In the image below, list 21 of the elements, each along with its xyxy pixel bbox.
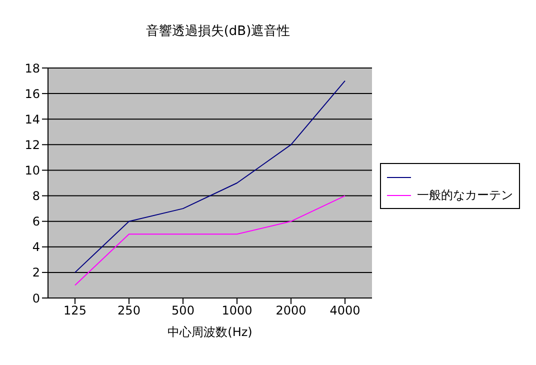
x-tick-label: 4000 (330, 304, 360, 318)
y-tick-label: 18 (24, 61, 40, 76)
y-tick-label: 4 (32, 240, 40, 254)
line-series (74, 195, 346, 286)
y-tick-label: 0 (32, 291, 40, 306)
x-tick-label: 1000 (222, 304, 252, 318)
y-tick-label: 2 (32, 266, 40, 280)
chart-title: 音響透過損失(dB)遮音性 (144, 23, 292, 40)
line-series (74, 80, 346, 273)
y-tick-label: 10 (24, 163, 40, 178)
y-tick-label: 14 (24, 112, 40, 126)
y-tick-label: 8 (32, 189, 40, 204)
legend-label: 一般的なカーテン (417, 186, 513, 204)
y-tick-label: 6 (32, 214, 40, 229)
x-tick-label: 2000 (276, 304, 306, 318)
x-tick-label: 125 (64, 304, 86, 318)
x-tick-label: 500 (172, 304, 194, 318)
y-tick-label: 12 (24, 138, 40, 152)
x-tick-label: 250 (118, 304, 140, 318)
x-axis-title: 中心周波数(Hz) (168, 325, 252, 339)
y-tick-label: 16 (24, 86, 40, 101)
